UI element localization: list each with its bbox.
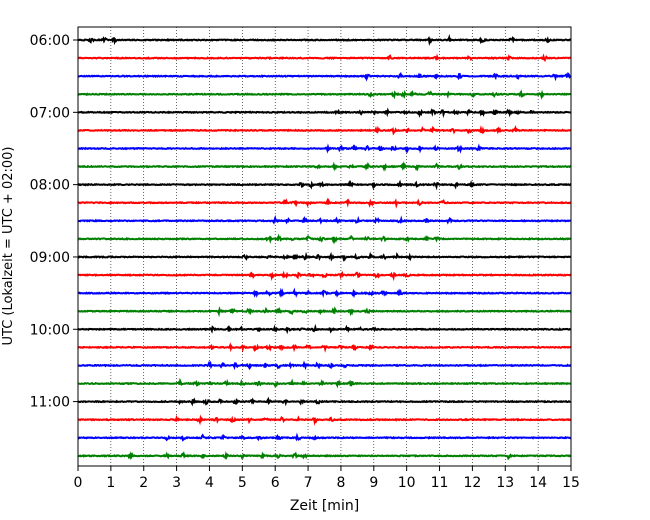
x-tick-label: 5 <box>238 475 247 491</box>
trace-0645 <box>77 89 572 101</box>
x-axis-label: Zeit [min] <box>290 498 359 514</box>
trace-1030 <box>77 360 572 371</box>
y-axis-label: UTC (Lokalzeit = UTC + 02:00) <box>1 147 16 346</box>
trace-1000 <box>77 323 572 335</box>
x-tick-label: 3 <box>172 475 181 491</box>
trace-0900 <box>77 251 572 263</box>
x-tick-label: 11 <box>431 475 449 491</box>
trace-0945 <box>77 306 572 318</box>
trace-0815 <box>77 197 572 209</box>
y-tick-label: 07:00 <box>30 105 70 121</box>
trace-1015 <box>77 342 572 353</box>
trace-0745 <box>77 161 572 172</box>
y-tick-label: 09:00 <box>30 250 70 266</box>
trace-0715 <box>77 125 572 136</box>
x-tick-label: 8 <box>336 475 345 491</box>
x-tick-label: 2 <box>139 475 148 491</box>
x-axis-ticks: 0 1 2 3 4 5 6 7 8 9 10 11 12 13 14 15 <box>74 466 580 491</box>
y-tick-label: 08:00 <box>30 178 70 194</box>
y-tick-label: 10:00 <box>30 322 70 338</box>
x-tick-label: 15 <box>562 475 580 491</box>
x-tick-label: 0 <box>74 475 83 491</box>
trace-0915 <box>77 270 572 282</box>
x-tick-label: 6 <box>271 475 280 491</box>
trace-0930 <box>77 287 572 299</box>
trace-group <box>77 33 572 461</box>
x-tick-label: 10 <box>398 475 416 491</box>
trace-0830 <box>77 214 572 225</box>
trace-0845 <box>77 233 572 245</box>
x-tick-label: 13 <box>496 475 514 491</box>
x-tick-label: 9 <box>369 475 378 491</box>
y-tick-label: 11:00 <box>30 395 70 411</box>
x-tick-label: 4 <box>205 475 214 491</box>
x-tick-label: 12 <box>463 475 481 491</box>
x-tick-label: 1 <box>106 475 115 491</box>
trace-0730 <box>77 143 572 154</box>
trace-1045 <box>77 377 572 389</box>
trace-0700 <box>77 107 572 119</box>
trace-1130 <box>77 432 572 442</box>
trace-0800 <box>77 179 572 191</box>
trace-0600 <box>77 33 572 47</box>
trace-1100 <box>77 396 572 407</box>
plot-background <box>78 27 571 466</box>
x-tick-label: 7 <box>304 475 313 491</box>
trace-1145 <box>77 450 572 461</box>
x-tick-label: 14 <box>529 475 547 491</box>
plot-frame <box>77 26 572 467</box>
trace-0630 <box>77 71 572 82</box>
y-tick-label: 06:00 <box>30 33 70 49</box>
grid-lines <box>110 27 539 466</box>
y-axis-ticks: 06:00 07:00 08:00 09:00 10:00 11:00 <box>30 33 78 411</box>
trace-0615 <box>77 53 572 63</box>
trace-1115 <box>77 414 572 426</box>
